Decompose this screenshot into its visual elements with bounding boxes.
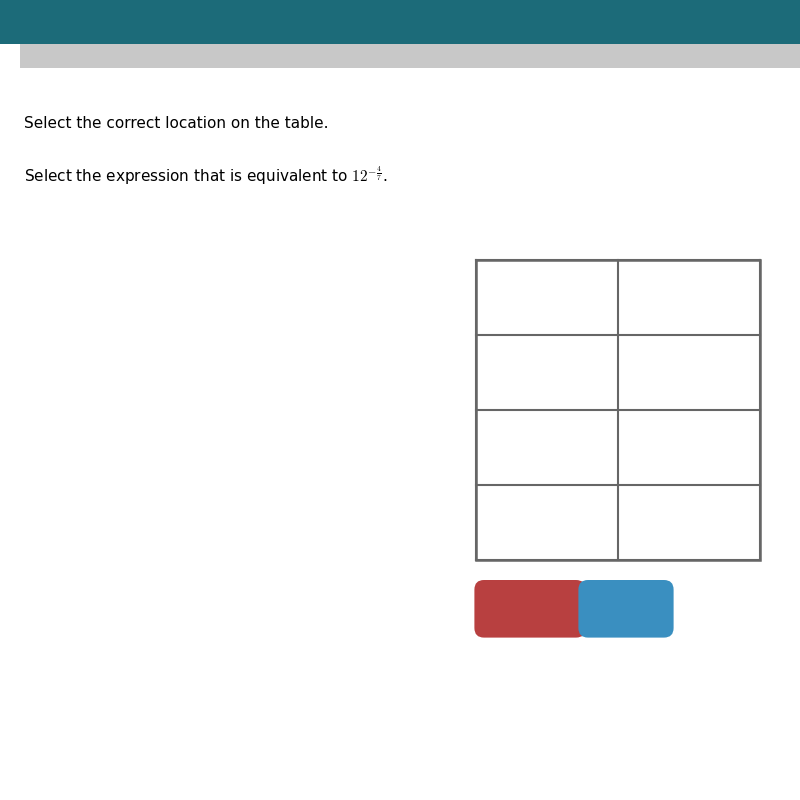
Text: $\sqrt[4]{12^7}$: $\sqrt[4]{12^7}$ xyxy=(664,283,714,312)
Text: $-\!\left(\frac{1}{\sqrt[7]{12^4}}\right)$: $-\!\left(\frac{1}{\sqrt[7]{12^4}}\right… xyxy=(520,506,574,539)
Text: $\frac{1}{\sqrt[4]{12^7}}$: $\frac{1}{\sqrt[4]{12^7}}$ xyxy=(673,431,705,464)
Text: ↓: ↓ xyxy=(108,17,118,27)
Text: Select the correct location on the table.: Select the correct location on the table… xyxy=(24,117,329,131)
Text: $-\!\left(\frac{1}{\sqrt[4]{12^7}}\right)$: $-\!\left(\frac{1}{\sqrt[4]{12^7}}\right… xyxy=(662,506,716,539)
Text: Reset: Reset xyxy=(503,600,557,618)
Text: Next: Next xyxy=(140,15,171,29)
Text: Mathematics Progress Check: Mathematics Progress Check xyxy=(320,13,591,31)
Text: $\frac{1}{\sqrt[7]{12^4}}$: $\frac{1}{\sqrt[7]{12^4}}$ xyxy=(531,431,563,464)
Text: 1: 1 xyxy=(92,15,102,29)
Text: $-(\sqrt[4]{12^7})$: $-(\sqrt[4]{12^7})$ xyxy=(653,355,726,390)
Text: evious: evious xyxy=(12,15,55,29)
Text: ▶: ▶ xyxy=(172,17,179,27)
Text: Select the expression that is equivalent to $12^{-\frac{4}{7}}$.: Select the expression that is equivalent… xyxy=(24,165,387,187)
Text: $-(\sqrt[7]{12^4})$: $-(\sqrt[7]{12^4})$ xyxy=(510,357,583,388)
Text: Next: Next xyxy=(604,600,648,618)
Text: $\sqrt[7]{12^4}$: $\sqrt[7]{12^4}$ xyxy=(522,284,571,311)
